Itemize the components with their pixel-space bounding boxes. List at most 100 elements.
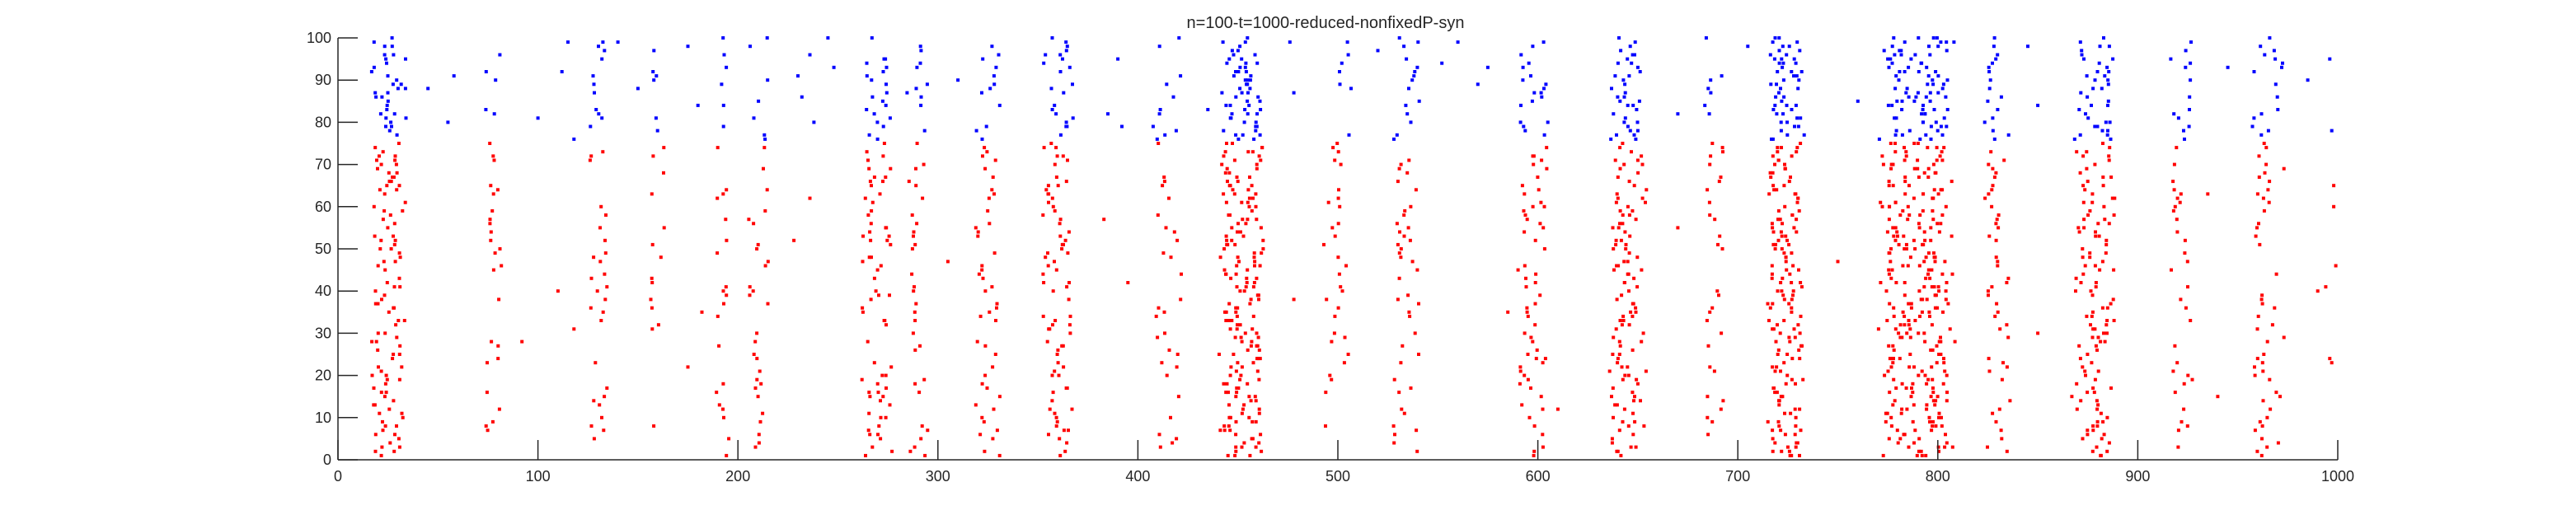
spike-dot bbox=[1225, 142, 1228, 145]
spike-dot bbox=[2089, 323, 2092, 327]
spike-dot bbox=[1616, 264, 1621, 268]
spike-dot bbox=[975, 339, 979, 344]
spike-dot bbox=[395, 424, 398, 428]
spike-dot bbox=[1945, 108, 1950, 111]
spike-dot bbox=[1246, 112, 1250, 116]
spike-dot bbox=[1795, 40, 1799, 44]
spike-dot bbox=[1898, 49, 1902, 53]
spike-dot bbox=[912, 230, 916, 234]
spike-dot bbox=[1927, 415, 1931, 419]
spike-dot bbox=[1401, 344, 1405, 348]
spike-dot bbox=[1705, 319, 1709, 322]
spike-dot bbox=[884, 323, 888, 327]
spike-dot bbox=[593, 91, 596, 95]
spike-dot bbox=[1255, 162, 1259, 166]
spike-dot bbox=[1067, 323, 1072, 327]
spike-dot bbox=[1880, 154, 1884, 158]
spike-dot bbox=[1063, 449, 1067, 453]
spike-dot bbox=[1622, 260, 1626, 264]
spike-dot bbox=[1909, 57, 1913, 61]
spike-dot bbox=[403, 87, 407, 91]
spike-dot bbox=[914, 87, 918, 91]
y-tick-label: 70 bbox=[315, 157, 331, 173]
spike-dot bbox=[1240, 365, 1244, 369]
spike-dot bbox=[1903, 158, 1907, 162]
spike-dot bbox=[796, 74, 800, 78]
spike-dot bbox=[1903, 146, 1906, 150]
spike-dot bbox=[493, 251, 497, 255]
spike-dot bbox=[2000, 377, 2004, 382]
spike-dot bbox=[370, 339, 374, 344]
spike-dot bbox=[983, 166, 988, 171]
spike-dot bbox=[1790, 297, 1794, 302]
spike-dot bbox=[1798, 331, 1802, 335]
spike-dot bbox=[991, 437, 995, 441]
spike-dot bbox=[1415, 428, 1419, 433]
spike-dot bbox=[1942, 146, 1946, 150]
spike-dot bbox=[762, 133, 767, 137]
spike-dot bbox=[1790, 306, 1794, 310]
spike-dot bbox=[1253, 264, 1256, 268]
spike-dot bbox=[1044, 188, 1049, 192]
spike-dot bbox=[997, 395, 1002, 399]
spike-dot bbox=[1987, 234, 1992, 238]
spike-dot bbox=[1925, 407, 1929, 411]
spike-dot bbox=[1785, 238, 1789, 242]
spike-dot bbox=[1893, 116, 1897, 120]
spike-dot bbox=[2102, 331, 2105, 335]
spike-dot bbox=[976, 230, 980, 234]
spike-dot bbox=[2113, 196, 2117, 200]
spike-dot bbox=[1626, 124, 1630, 129]
spike-dot bbox=[2093, 327, 2097, 331]
spike-dot bbox=[1898, 323, 1903, 327]
spike-dot bbox=[1624, 242, 1628, 246]
spike-dot bbox=[1236, 49, 1240, 53]
spike-dot bbox=[1339, 162, 1343, 166]
spike-dot bbox=[387, 180, 392, 184]
spike-dot bbox=[1793, 124, 1796, 129]
spike-dot bbox=[1254, 129, 1258, 133]
spike-dot bbox=[915, 222, 919, 226]
spike-dot bbox=[757, 99, 761, 103]
spike-dot bbox=[1905, 331, 1909, 335]
spike-dot bbox=[1799, 285, 1804, 289]
spike-dot bbox=[751, 289, 755, 293]
spike-dot bbox=[1777, 424, 1781, 428]
spike-dot bbox=[1227, 403, 1231, 407]
spike-dot bbox=[492, 112, 496, 116]
spike-dot bbox=[2083, 188, 2087, 192]
spike-dot bbox=[1877, 137, 1881, 141]
spike-dot bbox=[1916, 91, 1920, 95]
spike-dot bbox=[870, 36, 874, 40]
spike-dot bbox=[980, 382, 984, 386]
spike-dot bbox=[1227, 424, 1231, 428]
spike-dot bbox=[484, 108, 488, 111]
spike-dot bbox=[748, 44, 752, 49]
spike-dot bbox=[1611, 226, 1615, 230]
spike-dot bbox=[1996, 108, 2000, 111]
spike-dot bbox=[1064, 49, 1068, 53]
y-tick-label: 30 bbox=[315, 325, 331, 341]
spike-dot bbox=[1246, 268, 1250, 272]
spike-dot bbox=[373, 146, 378, 150]
spike-dot bbox=[2263, 53, 2267, 57]
spike-dot bbox=[1930, 365, 1934, 369]
spike-dot bbox=[1987, 162, 1991, 166]
spike-dot bbox=[1922, 285, 1926, 289]
spike-dot bbox=[1413, 70, 1417, 73]
spike-dot bbox=[1533, 302, 1537, 306]
spike-dot bbox=[1912, 238, 1916, 242]
spike-dot bbox=[1255, 112, 1259, 116]
spike-dot bbox=[1246, 382, 1250, 386]
spike-dot bbox=[866, 428, 870, 433]
spike-dot bbox=[372, 65, 376, 69]
spike-dot bbox=[1609, 137, 1613, 141]
spike-dot bbox=[1233, 453, 1237, 457]
spike-dot bbox=[1903, 176, 1907, 179]
spike-dot bbox=[1996, 53, 2000, 57]
spike-dot bbox=[2255, 192, 2259, 196]
spike-dot bbox=[1617, 339, 1621, 344]
spike-dot bbox=[987, 196, 991, 200]
spike-dot bbox=[1234, 272, 1238, 276]
spike-dot bbox=[1996, 310, 2000, 314]
